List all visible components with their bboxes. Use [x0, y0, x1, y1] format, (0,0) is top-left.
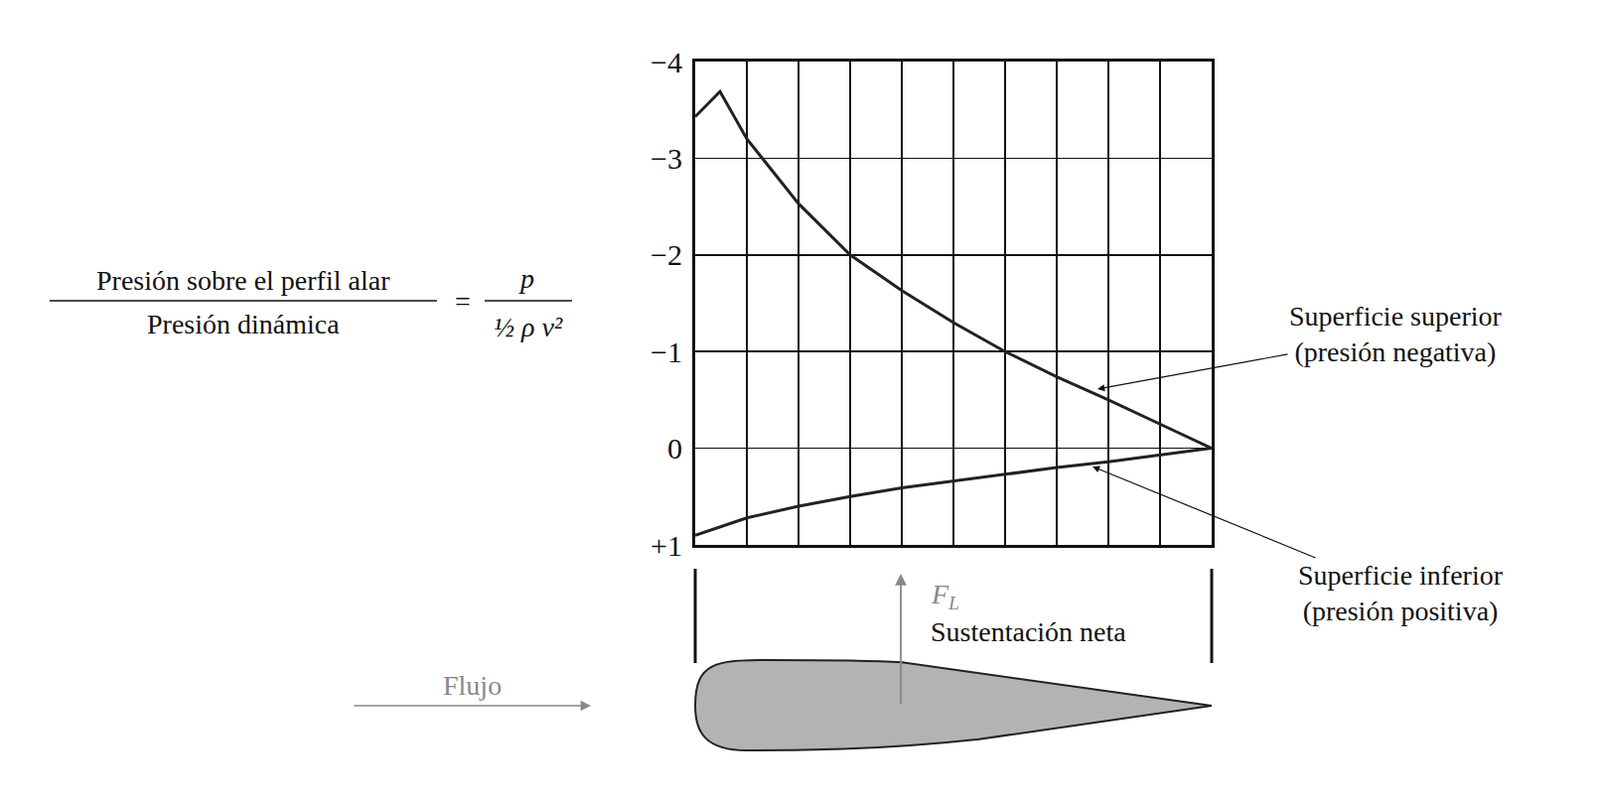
svg-text:Sustentación neta: Sustentación neta: [930, 616, 1127, 648]
svg-text:Presión dinámica: Presión dinámica: [146, 308, 340, 340]
svg-text:Superficie superior(presión ne: Superficie superior(presión negativa): [1289, 300, 1502, 368]
svg-text:Superficie inferior(presión po: Superficie inferior(presión positiva): [1298, 560, 1504, 627]
svg-text:Flujo: Flujo: [442, 670, 502, 702]
svg-text:+1: +1: [650, 529, 683, 563]
svg-text:Presión sobre el perfil alar: Presión sobre el perfil alar: [96, 265, 391, 296]
svg-text:−1: −1: [650, 335, 683, 369]
svg-text:−3: −3: [650, 142, 683, 175]
svg-text:0: 0: [667, 432, 683, 465]
svg-text:−2: −2: [650, 238, 683, 272]
svg-text:F​L​: F​L​: [930, 579, 960, 614]
svg-text:=: =: [454, 286, 471, 317]
svg-text:p: p: [518, 263, 535, 294]
svg-text:½ ρ v²: ½ ρ v²: [493, 311, 564, 343]
svg-text:−4: −4: [650, 45, 683, 79]
